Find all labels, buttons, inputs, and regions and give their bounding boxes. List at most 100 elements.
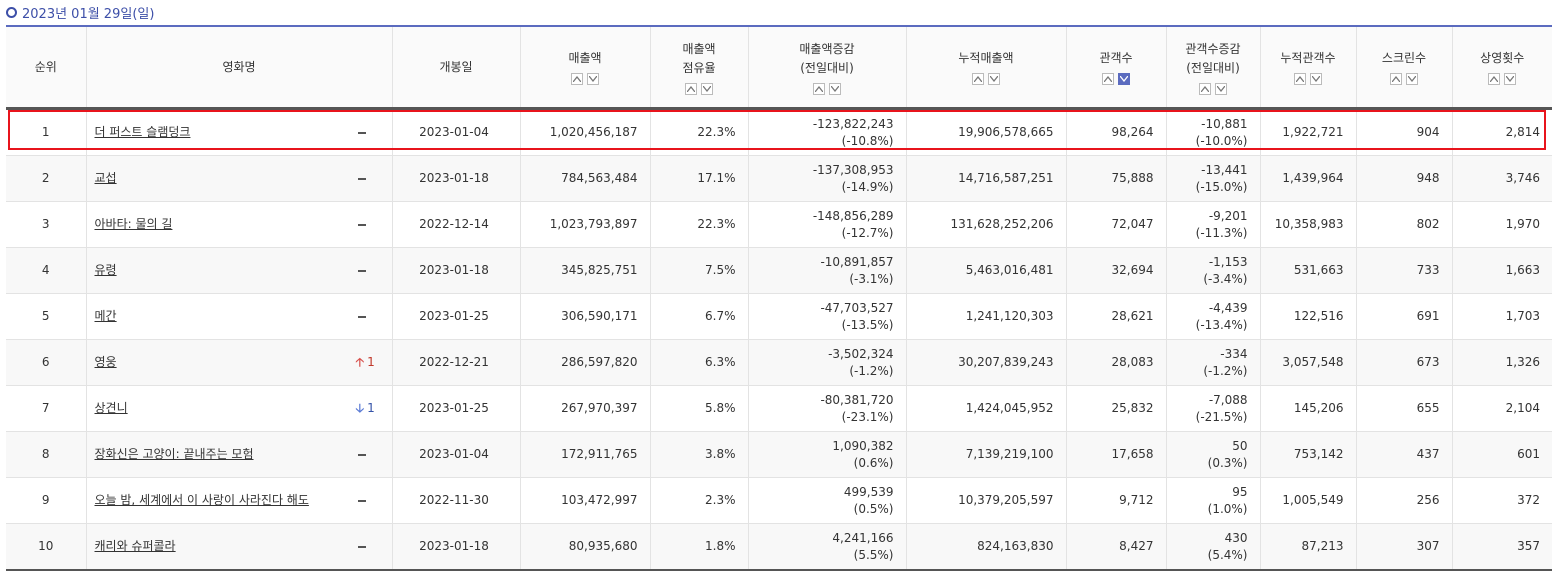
col-shows: 상영횟수	[1451, 25, 1552, 110]
shows-cell: 1,970	[1451, 201, 1552, 248]
audience-change-value: -13,441	[1201, 162, 1248, 177]
cum-sales-cell: 19,906,578,665	[905, 108, 1066, 156]
sort-asc-cum-sales-button[interactable]	[972, 73, 984, 85]
audience-cell: 32,694	[1065, 247, 1166, 294]
sort-desc-audience-change-button[interactable]	[1215, 82, 1227, 95]
audience-cell: 75,888	[1065, 155, 1166, 202]
chevron-down-icon	[990, 76, 998, 82]
sort-asc-audience-change-button[interactable]	[1199, 82, 1211, 95]
sort-asc-screens-button[interactable]	[1390, 73, 1402, 85]
sales-change-value: 1,090,382	[832, 438, 894, 453]
chevron-down-icon	[703, 85, 711, 92]
share-cell: 22.3%	[649, 108, 748, 156]
sales-change-cell: 499,539 (0.5%)	[747, 477, 906, 524]
cum-sales-cell: 10,379,205,597	[905, 477, 1066, 524]
sales-change-pct: (-3.1%)	[849, 271, 894, 286]
share-cell: 6.7%	[649, 293, 748, 340]
audience-change-value: 95	[1232, 484, 1248, 499]
sort-asc-audience-button[interactable]	[1102, 73, 1114, 85]
chevron-down-icon	[1217, 85, 1225, 92]
no-change-icon	[357, 223, 366, 226]
sort-desc-share-button[interactable]	[701, 82, 713, 95]
shows-cell: 1,326	[1451, 339, 1552, 386]
movie-title-link[interactable]: 더 퍼스트 슬램덩크	[94, 125, 191, 139]
sort-desc-sales-button[interactable]	[587, 73, 599, 85]
cum-sales-cell: 1,424,045,952	[905, 385, 1066, 432]
sort-desc-audience-button[interactable]	[1118, 73, 1130, 85]
sales-cell: 286,597,820	[519, 339, 650, 386]
shows-cell: 2,104	[1451, 385, 1552, 432]
sales-change-cell: 4,241,166 (5.5%)	[747, 523, 906, 571]
no-change-icon	[357, 315, 366, 318]
header-row: 순위 영화명 개봉일 매출액 매출액 점유율 매출액증감 (전일대비) 누적매출액 …	[6, 25, 1552, 110]
rank-change	[356, 453, 380, 456]
title-cell: 더 퍼스트 슬램덩크	[85, 108, 392, 156]
audience-change-cell: -10,881 (-10.0%)	[1165, 108, 1260, 156]
sales-change-pct: (5.5%)	[853, 547, 894, 562]
open-date-cell: 2023-01-25	[391, 293, 520, 340]
chevron-up-icon	[1104, 76, 1112, 82]
movie-title-link[interactable]: 장화신은 고양이: 끝내주는 모험	[94, 447, 254, 461]
share-cell: 7.5%	[649, 247, 748, 294]
sort-desc-cum-audience-button[interactable]	[1310, 73, 1322, 85]
sort-asc-share-button[interactable]	[685, 82, 697, 95]
movie-title-link[interactable]: 상견니	[94, 401, 128, 415]
rank-change	[356, 177, 380, 180]
movie-title-link[interactable]: 아바타: 물의 길	[94, 217, 173, 231]
col-cum-sales: 누적매출액	[905, 25, 1066, 110]
table-row: 7 상견니 🡣 1 2023-01-25 267,970,397 5.8% -80,381,7…	[6, 385, 1552, 432]
rank-change	[356, 131, 380, 134]
rank-cell: 5	[6, 293, 86, 340]
table-row: 6 영웅 🡡 1 2022-12-21 286,597,820 6.3% -3,502,324…	[6, 339, 1552, 386]
screens-cell: 655	[1355, 385, 1452, 432]
date-heading: 2023년 01월 29일(일)	[6, 2, 154, 22]
title-cell: 장화신은 고양이: 끝내주는 모험	[85, 431, 392, 478]
sort-asc-sales-button[interactable]	[571, 73, 583, 85]
sort-desc-shows-button[interactable]	[1504, 73, 1517, 85]
sort-asc-shows-button[interactable]	[1488, 73, 1501, 85]
col-share: 매출액 점유율	[649, 25, 748, 110]
sales-change-cell: -3,502,324 (-1.2%)	[747, 339, 906, 386]
audience-cell: 28,621	[1065, 293, 1166, 340]
sort-asc-sales-change-button[interactable]	[813, 82, 825, 95]
sales-change-pct: (-14.9%)	[841, 179, 894, 194]
rank-cell: 8	[6, 431, 86, 478]
sales-cell: 103,472,997	[519, 477, 650, 524]
movie-title-link[interactable]: 유령	[94, 263, 117, 277]
cum-audience-cell: 1,005,549	[1259, 477, 1356, 524]
share-cell: 22.3%	[649, 201, 748, 248]
boxoffice-table: 순위 영화명 개봉일 매출액 매출액 점유율 매출액증감 (전일대비) 누적매출액 …	[6, 25, 1552, 571]
cum-audience-cell: 3,057,548	[1259, 339, 1356, 386]
col-rank: 순위	[6, 25, 86, 110]
movie-title-link[interactable]: 캐리와 슈퍼콜라	[94, 539, 176, 553]
sales-change-pct: (-12.7%)	[841, 225, 894, 240]
audience-change-value: -1,153	[1208, 254, 1248, 269]
share-cell: 6.3%	[649, 339, 748, 386]
table-row: 10 캐리와 슈퍼콜라 2023-01-18 80,935,680 1.8% 4,241,…	[6, 523, 1552, 571]
table-row: 9 오늘 밤, 세계에서 이 사랑이 사라진다 해도 2022-11-30 103,4…	[6, 477, 1552, 524]
rank-cell: 6	[6, 339, 86, 386]
movie-title-link[interactable]: 메간	[94, 309, 117, 323]
audience-cell: 98,264	[1065, 108, 1166, 156]
title-cell: 아바타: 물의 길	[85, 201, 392, 248]
rank-change	[356, 223, 380, 226]
sales-change-pct: (-1.2%)	[849, 363, 894, 378]
movie-title-link[interactable]: 영웅	[94, 355, 117, 369]
shows-cell: 2,814	[1451, 108, 1552, 156]
sort-asc-cum-audience-button[interactable]	[1294, 73, 1306, 85]
col-sales-change: 매출액증감 (전일대비)	[747, 25, 906, 110]
movie-title-link[interactable]: 교섭	[94, 171, 117, 185]
sort-desc-cum-sales-button[interactable]	[988, 73, 1000, 85]
sales-change-cell: -80,381,720 (-23.1%)	[747, 385, 906, 432]
audience-change-pct: (5.4%)	[1207, 547, 1248, 562]
cum-audience-cell: 1,439,964	[1259, 155, 1356, 202]
audience-change-value: -4,439	[1208, 300, 1248, 315]
sales-cell: 306,590,171	[519, 293, 650, 340]
movie-title-link[interactable]: 오늘 밤, 세계에서 이 사랑이 사라진다 해도	[94, 493, 309, 507]
sort-desc-sales-change-button[interactable]	[829, 82, 841, 95]
chevron-up-icon	[815, 85, 823, 92]
sort-desc-screens-button[interactable]	[1406, 73, 1418, 85]
title-cell: 오늘 밤, 세계에서 이 사랑이 사라진다 해도	[85, 477, 392, 524]
shows-cell: 357	[1451, 523, 1552, 571]
